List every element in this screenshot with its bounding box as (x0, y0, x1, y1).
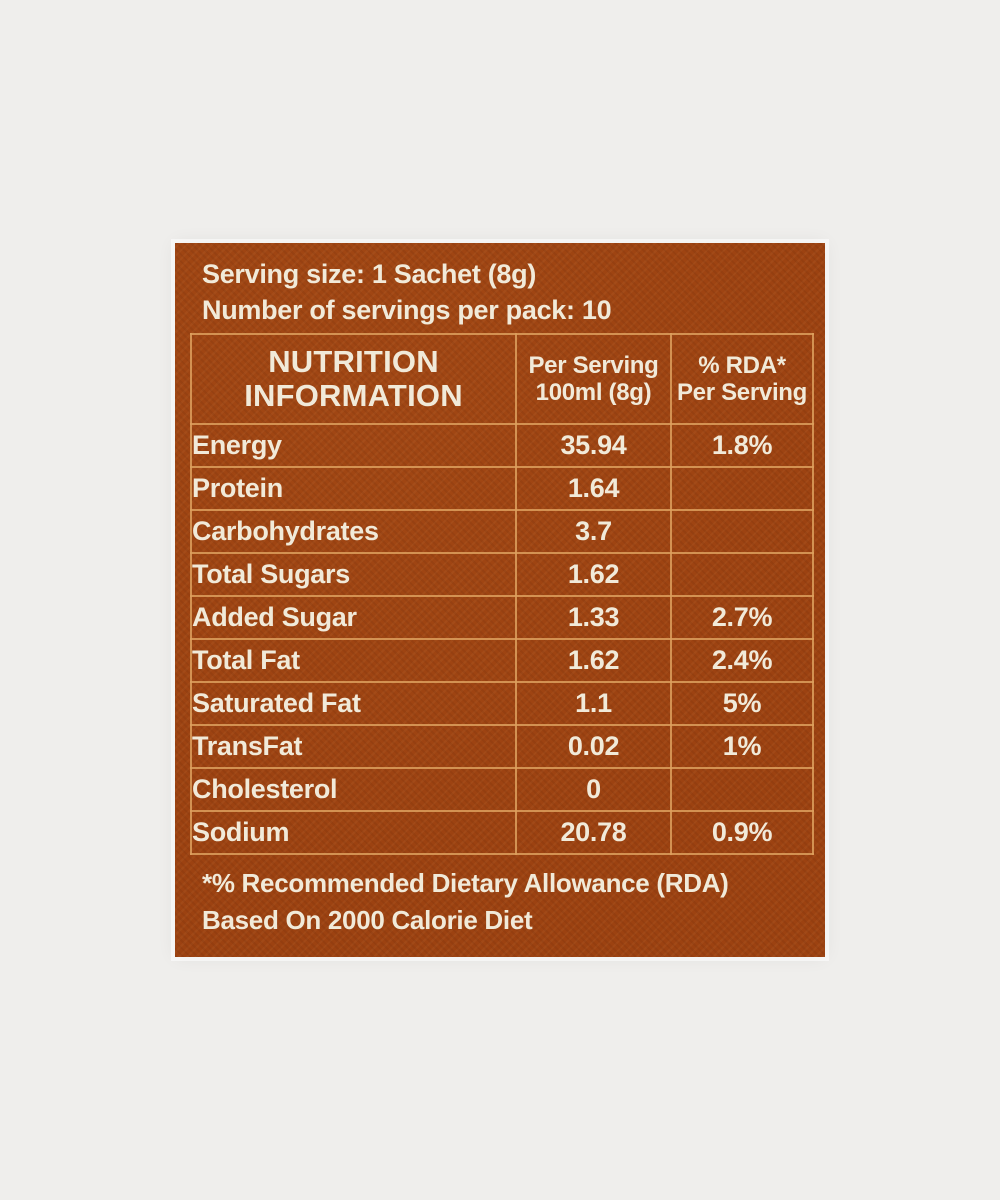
footnote-line-2: Based On 2000 Calorie Diet (202, 905, 533, 935)
nutrient-name: Protein (190, 466, 517, 511)
rda-value (670, 552, 814, 597)
nutrient-name: Added Sugar (190, 595, 517, 640)
per-serving-value: 20.78 (515, 810, 672, 855)
per-serving-value: 1.64 (515, 466, 672, 511)
nutrition-label: Serving size: 1 Sachet (8g) Number of se… (175, 243, 825, 957)
per-serving-value: 1.1 (515, 681, 672, 726)
per-serving-value: 35.94 (515, 423, 672, 468)
footnote-line-1: *% Recommended Dietary Allowance (RDA) (202, 868, 729, 898)
nutrient-name: Sodium (190, 810, 517, 855)
nutrient-name: Total Sugars (190, 552, 517, 597)
nutrient-name: Carbohydrates (190, 509, 517, 554)
row-cholesterol: Cholesterol 0 (190, 767, 814, 812)
nutrient-name: Energy (190, 423, 517, 468)
per-serving-value: 1.62 (515, 638, 672, 683)
table-header-row: NUTRITION INFORMATION Per Serving 100ml … (190, 333, 814, 425)
header-nutrition-information: NUTRITION INFORMATION (190, 333, 517, 425)
header-rda-per-serving: % RDA* Per Serving (670, 333, 814, 425)
row-carbohydrates: Carbohydrates 3.7 (190, 509, 814, 554)
per-serving-value: 0.02 (515, 724, 672, 769)
rda-value (670, 466, 814, 511)
serving-size-text: Serving size: 1 Sachet (8g) (202, 259, 537, 289)
row-transfat: TransFat 0.02 1% (190, 724, 814, 769)
servings-per-pack-text: Number of servings per pack: 10 (202, 295, 612, 325)
row-saturated-fat: Saturated Fat 1.1 5% (190, 681, 814, 726)
rda-value: 2.4% (670, 638, 814, 683)
nutrient-name: Total Fat (190, 638, 517, 683)
row-sodium: Sodium 20.78 0.9% (190, 810, 814, 855)
row-added-sugar: Added Sugar 1.33 2.7% (190, 595, 814, 640)
row-protein: Protein 1.64 (190, 466, 814, 511)
row-total-fat: Total Fat 1.62 2.4% (190, 638, 814, 683)
rda-value: 2.7% (670, 595, 814, 640)
serving-info: Serving size: 1 Sachet (8g) Number of se… (175, 243, 825, 328)
nutrient-name: Cholesterol (190, 767, 517, 812)
nutrient-name: Saturated Fat (190, 681, 517, 726)
rda-footnote: *% Recommended Dietary Allowance (RDA) B… (202, 865, 825, 939)
nutrition-table: NUTRITION INFORMATION Per Serving 100ml … (190, 333, 814, 855)
per-serving-value: 1.33 (515, 595, 672, 640)
nutrient-name: TransFat (190, 724, 517, 769)
per-serving-value: 1.62 (515, 552, 672, 597)
rda-value (670, 767, 814, 812)
per-serving-value: 0 (515, 767, 672, 812)
per-serving-value: 3.7 (515, 509, 672, 554)
rda-value: 5% (670, 681, 814, 726)
rda-value: 0.9% (670, 810, 814, 855)
rda-value: 1.8% (670, 423, 814, 468)
row-energy: Energy 35.94 1.8% (190, 423, 814, 468)
rda-value: 1% (670, 724, 814, 769)
row-total-sugars: Total Sugars 1.62 (190, 552, 814, 597)
header-per-serving: Per Serving 100ml (8g) (515, 333, 672, 425)
rda-value (670, 509, 814, 554)
